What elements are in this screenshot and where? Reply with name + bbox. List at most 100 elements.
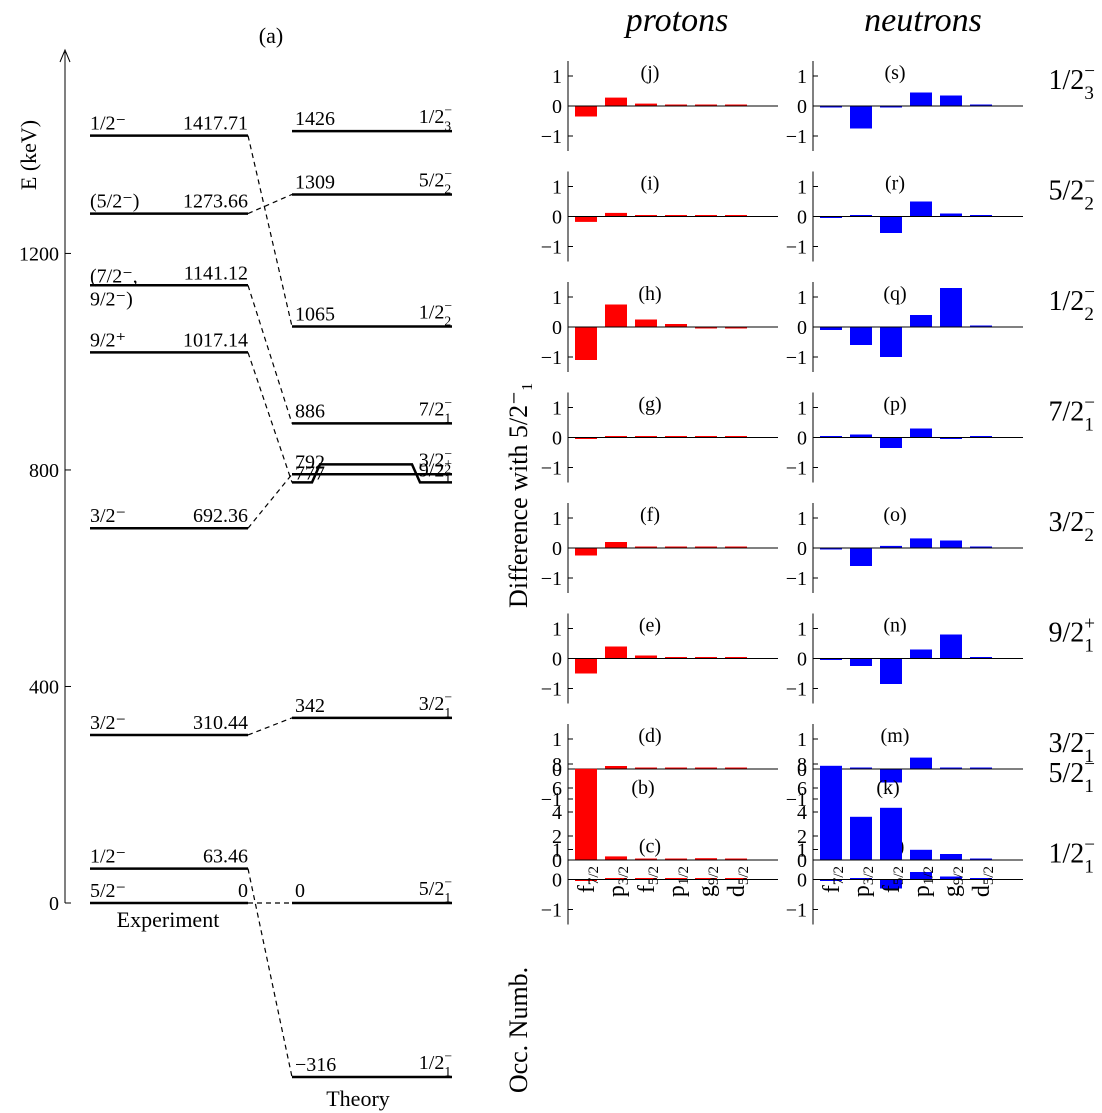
level-connector	[247, 717, 293, 736]
experiment-spin: 3/2⁻	[90, 712, 126, 734]
occupation-bar	[910, 849, 932, 860]
y-tick-label: 8	[552, 754, 562, 776]
level-connector	[247, 868, 293, 1078]
orbital-label: f5/2	[634, 866, 662, 893]
subpanel-label: (s)	[884, 62, 905, 84]
y-tick-label: 1	[797, 66, 807, 88]
state-label: 7/2− 1	[1048, 393, 1095, 436]
state-label-parity: −	[1084, 172, 1095, 193]
energy-tick-label: 800	[29, 460, 59, 482]
state-label: 5/2− 2	[1048, 172, 1095, 215]
bar	[575, 327, 597, 360]
bar	[695, 546, 717, 548]
y-tick-label: 2	[797, 826, 807, 848]
state-label-parity: −	[1084, 754, 1095, 775]
theory-spin-index: 1	[444, 1064, 451, 1079]
bar	[880, 658, 902, 684]
bar	[970, 215, 992, 217]
y-tick-label: 0	[797, 96, 807, 118]
state-label: 3/2− 2	[1048, 503, 1095, 546]
y-tick-label: 1	[797, 729, 807, 751]
bar	[850, 327, 872, 345]
theory-spin: 5/2− 2	[419, 166, 452, 197]
subpanel-label: (g)	[638, 394, 661, 416]
bar	[880, 216, 902, 233]
subpanel-label: (h)	[638, 283, 661, 305]
bar	[880, 106, 902, 108]
state-label-index: 1	[1084, 636, 1094, 657]
y-tick-label: 0	[552, 759, 562, 781]
bar	[910, 872, 932, 880]
y-tick-label: 0	[552, 428, 562, 450]
orbital-index: 1/2	[921, 866, 937, 885]
bar	[940, 288, 962, 327]
bar	[665, 215, 687, 217]
theory-spin: 1/2− 3	[419, 103, 452, 134]
state-label-index: 1	[1084, 415, 1094, 436]
theory-spin: 1/2− 1	[419, 1049, 452, 1080]
orbital-letter: f	[634, 885, 660, 893]
occupation-bar	[605, 856, 627, 860]
orbital-letter: g	[939, 885, 965, 897]
y-tick-label: 0	[797, 759, 807, 781]
theory-spin-index: 1	[444, 472, 451, 487]
y-tick-label: −1	[541, 458, 562, 480]
y-tick-label: −1	[786, 789, 807, 811]
theory-spin: 9/2+ 1	[419, 456, 452, 487]
bar	[910, 649, 932, 659]
theory-spin-parity: −	[444, 1049, 452, 1064]
bar	[665, 546, 687, 548]
y-tick-label: 1	[552, 177, 562, 199]
bar	[880, 879, 902, 889]
orbital-index: 7/2	[831, 866, 847, 885]
orbital-letter: g	[694, 885, 720, 897]
state-label-parity: −	[1084, 503, 1095, 524]
y-tick-label: 6	[797, 778, 807, 800]
bar	[605, 212, 627, 217]
bar	[970, 104, 992, 106]
y-tick-label: 1	[552, 619, 562, 641]
bar	[725, 104, 747, 106]
energy-tick-label: 1200	[19, 243, 59, 265]
bar	[940, 634, 962, 659]
bar	[635, 546, 657, 548]
theory-level	[292, 463, 452, 484]
theory-spin-value: 7/2	[419, 398, 445, 420]
neutrons-header: neutrons	[864, 2, 982, 39]
orbital-letter: d	[969, 885, 995, 897]
bar	[970, 325, 992, 327]
bar	[820, 658, 842, 660]
bar	[880, 769, 902, 783]
y-tick-label: 1	[797, 840, 807, 862]
y-tick-label: 1	[797, 619, 807, 641]
state-label-value: 9/2	[1048, 618, 1084, 649]
subpanel-label: (c)	[639, 836, 661, 858]
bar	[725, 327, 747, 329]
orbital-label: p1/2	[664, 866, 692, 897]
orbital-label: p3/2	[604, 866, 632, 897]
theory-spin-value: 5/2	[419, 169, 445, 191]
bar	[635, 767, 657, 769]
subpanel-label: (k)	[876, 777, 899, 799]
state-label-value: 7/2	[1048, 397, 1084, 428]
bar	[575, 106, 597, 117]
experiment-spin: 9/2⁺	[90, 329, 126, 351]
bar	[850, 215, 872, 217]
energy-tick-label: 400	[29, 676, 59, 698]
state-label-value: 3/2	[1048, 728, 1084, 759]
bar	[575, 548, 597, 556]
state-label-parity: −	[1084, 61, 1095, 82]
bar	[635, 215, 657, 217]
experiment-energy: 1141.12	[184, 262, 248, 284]
bar	[940, 876, 962, 880]
orbital-letter: f	[879, 885, 905, 893]
y-tick-label: 0	[797, 870, 807, 892]
orbital-label: d5/2	[724, 866, 752, 897]
y-tick-label: 1	[797, 508, 807, 530]
state-label-value: 1/2	[1048, 65, 1084, 96]
bar	[850, 106, 872, 129]
y-tick-label: −1	[786, 126, 807, 148]
bar	[725, 215, 747, 217]
bar	[820, 548, 842, 550]
